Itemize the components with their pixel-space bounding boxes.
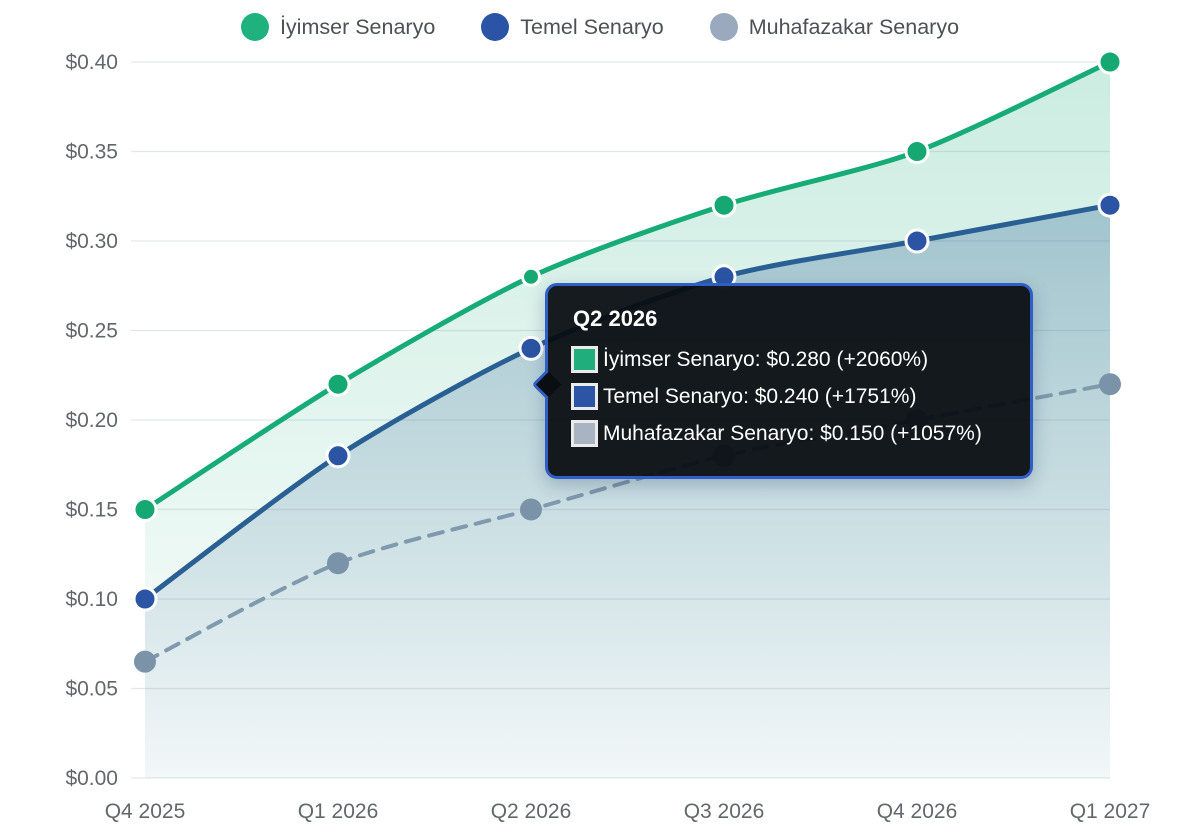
y-axis-label: $0.00 <box>65 767 118 790</box>
data-point[interactable] <box>521 266 541 287</box>
y-axis-label: $0.35 <box>65 141 118 164</box>
x-axis-label: Q1 2027 <box>1070 800 1151 823</box>
series-line-0 <box>142 59 1113 512</box>
y-axis-label: $0.30 <box>65 230 118 253</box>
y-axis-label: $0.25 <box>65 320 118 343</box>
data-point[interactable] <box>327 552 349 575</box>
y-axis-label: $0.40 <box>65 51 118 74</box>
tooltip-title: Q2 2026 <box>573 306 658 331</box>
x-axis-label: Q4 2026 <box>877 800 958 823</box>
data-point[interactable] <box>1097 192 1123 218</box>
x-axis-label: Q3 2026 <box>684 800 765 823</box>
data-point[interactable] <box>1099 373 1121 396</box>
legend-label: Temel Senaryo <box>520 14 664 39</box>
x-axis-label: Q1 2026 <box>298 800 379 823</box>
series-line-2 <box>143 382 1112 664</box>
y-axis-label: $0.10 <box>65 588 118 611</box>
y-axis-label: $0.05 <box>65 678 118 701</box>
legend-marker-circle <box>709 13 738 41</box>
legend-marker-circle <box>240 13 269 41</box>
chart-tooltip: Q2 2026 İyimser Senaryo: $0.280 (+2060%)… <box>531 283 1033 479</box>
data-point[interactable] <box>134 650 156 673</box>
legend-label: Muhafazakar Senaryo <box>748 14 960 39</box>
tooltip-row-text: İyimser Senaryo: $0.280 (+2060%) <box>603 347 929 371</box>
data-point[interactable] <box>518 335 544 361</box>
chart-legend: İyimser Senaryo Temel Senaryo Muhafazaka… <box>0 13 1200 41</box>
data-point[interactable] <box>904 228 930 254</box>
data-point[interactable] <box>132 497 158 522</box>
data-point[interactable] <box>904 139 930 164</box>
x-axis-label: Q2 2026 <box>491 800 572 823</box>
tooltip-swatch-temel <box>571 383 598 410</box>
tooltip-swatch-iyimser <box>571 346 598 373</box>
x-axis-label: Q4 2025 <box>105 800 186 823</box>
legend-item-muhafazakar-senaryo[interactable]: Muhafazakar Senaryo <box>709 13 960 41</box>
tooltip-row: Muhafazakar Senaryo: $0.150 (+1057%) <box>571 420 1010 447</box>
data-point[interactable] <box>711 192 737 218</box>
tooltip-row-text: Muhafazakar Senaryo: $0.150 (+1057%) <box>603 421 982 445</box>
tooltip-row: İyimser Senaryo: $0.280 (+2060%) <box>571 346 1010 373</box>
legend-item-iyimser-senaryo[interactable]: İyimser Senaryo <box>240 13 436 41</box>
tooltip-swatch-muhafazakar <box>571 420 598 447</box>
data-point[interactable] <box>132 586 158 612</box>
legend-item-temel-senaryo[interactable]: Temel Senaryo <box>481 13 664 41</box>
data-point[interactable] <box>325 443 351 469</box>
tooltip-row: Temel Senaryo: $0.240 (+1751%) <box>571 383 1010 410</box>
data-point[interactable] <box>520 498 542 521</box>
legend-label: İyimser Senaryo <box>279 14 436 39</box>
y-axis-label: $0.20 <box>65 409 118 432</box>
tooltip-row-text: Temel Senaryo: $0.240 (+1751%) <box>603 384 917 408</box>
y-axis-label: $0.15 <box>65 499 118 522</box>
data-point[interactable] <box>1097 49 1123 75</box>
data-point[interactable] <box>325 371 351 397</box>
legend-marker-circle <box>481 13 510 41</box>
